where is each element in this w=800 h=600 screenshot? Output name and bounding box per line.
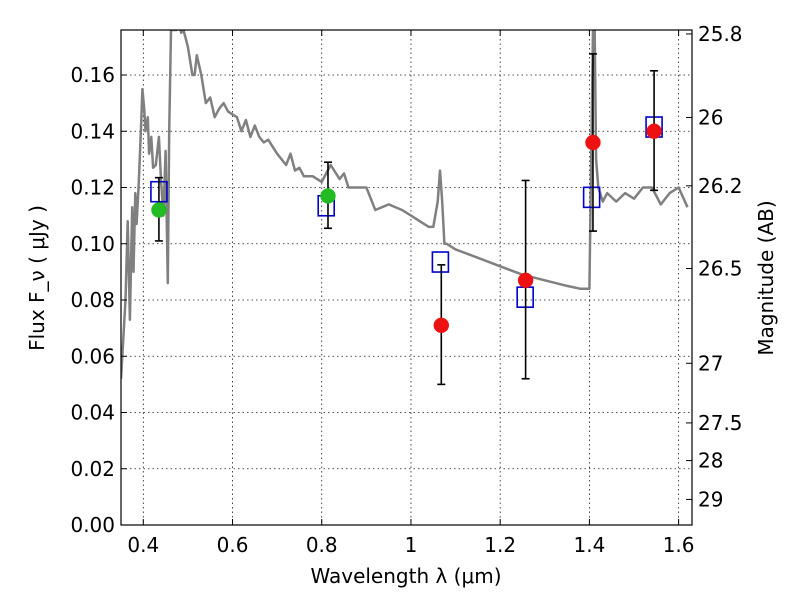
y-tick-label: 0.08 [70,288,115,312]
right-tick-label: 26.2 [698,174,743,198]
right-tick-label: 27.5 [698,411,743,435]
right-tick-label: 25.8 [698,22,743,46]
y-tick-label: 0.12 [70,176,115,200]
observed-flux-point [646,123,662,139]
plot-background [121,30,692,525]
observed-flux-point [433,317,450,334]
right-tick-label: 26 [698,105,723,129]
x-tick-label: 1.6 [663,533,695,557]
y-tick-label: 0.06 [70,344,115,368]
x-tick-label: 0.4 [127,533,159,557]
tick-layer: 0.4 0.6 0.8 1 1.2 1.4 1.6 0.00 0.02 0.04 0.06 0.08 0… [70,22,742,557]
right-tick-label: 27 [698,351,723,375]
y-tick-label: 0.02 [70,457,115,481]
x-tick-label: 1.2 [484,533,516,557]
y-tick-label: 0.04 [70,401,115,425]
observed-flux-point [517,272,534,289]
plot-frame [120,29,693,526]
x-tick-label: 1.4 [573,533,605,557]
observed-flux-point [585,134,601,151]
right-tick-label: 28 [698,449,723,473]
observed-flux-point [151,202,167,218]
observed-flux-point [320,188,336,204]
series-layer [121,30,689,386]
x-tick-label: 0.8 [306,533,338,557]
grid-layer [121,30,692,526]
model-spectrum-line [121,30,689,379]
y-axis-label: Flux F_ν ( μJy ) [25,205,49,351]
y-tick-label: 0.00 [70,513,115,537]
model-photometry-marker [582,186,601,209]
y-tick-label: 0.14 [70,119,115,143]
x-tick-label: 1 [405,533,418,557]
right-axis-label: Magnitude (AB) [754,200,778,355]
right-tick-label: 29 [698,487,723,511]
model-photometry-marker [431,251,450,273]
x-axis-label: Wavelength λ (μm) [310,564,501,588]
x-tick-label: 0.6 [217,533,249,557]
right-tick-label: 26.5 [698,257,743,281]
y-tick-label: 0.10 [70,232,115,256]
y-tick-label: 0.16 [70,63,115,87]
